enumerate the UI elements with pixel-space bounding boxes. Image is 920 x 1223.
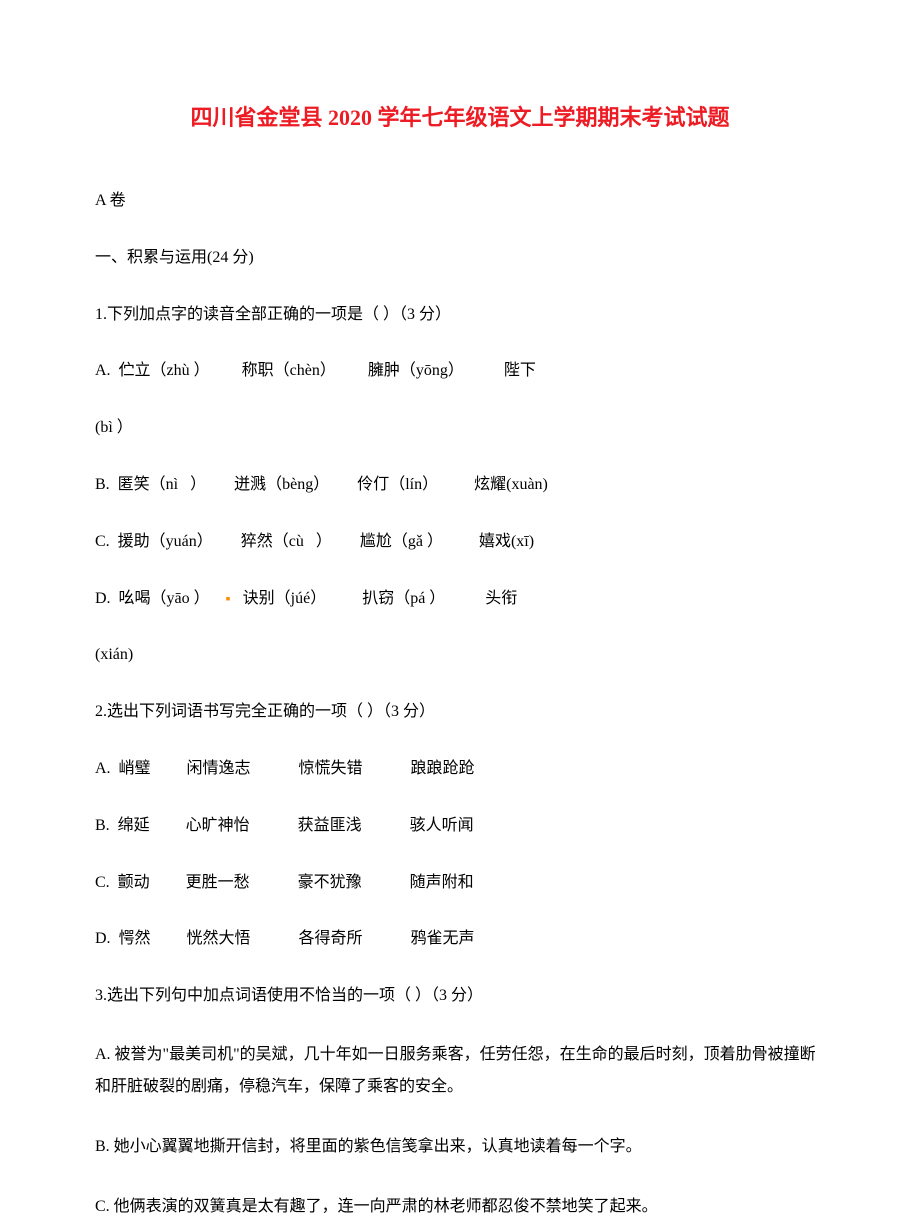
q2-option-d: D. 愕然 恍然大悟 各得奇所 鸦雀无声	[95, 925, 825, 954]
q1-option-c: C. 援助（yuán） 猝然（cù ） 尴尬（gǎ ） 嬉戏(xī)	[95, 528, 825, 557]
q1-option-d-line1: D. 吆喝（yāo ） ▪ 诀别（júé） 扒窃（pá ） 头衔	[95, 585, 825, 614]
q1-option-a-line2: (bì ）	[95, 414, 825, 443]
exam-title: 四川省金堂县 2020 学年七年级语文上学期期末考试试题	[95, 100, 825, 132]
question-1-stem: 1.下列加点字的读音全部正确的一项是（ ）（3 分）	[95, 301, 825, 330]
q1-option-b: B. 匿笑（nì ） 迸溅（bèng） 伶仃（lín） 炫耀(xuàn)	[95, 471, 825, 500]
q2-option-b: B. 绵延 心旷神怡 获益匪浅 骇人听闻	[95, 812, 825, 841]
q1-optd-post: 诀别（júé） 扒窃（pá ） 头衔	[231, 590, 518, 607]
q2-option-a: A. 峭璧 闲情逸志 惊慌失错 踉踉跄跄	[95, 755, 825, 784]
q1-option-d-line2: (xián)	[95, 641, 825, 670]
q2-option-c: C. 颤动 更胜一愁 豪不犹豫 随声附和	[95, 869, 825, 898]
q3-option-b: B. 她小心翼翼地撕开信封，将里面的紫色信笺拿出来，认真地读着每一个字。	[95, 1131, 825, 1163]
paper-section-label: A 卷	[95, 187, 825, 216]
q1-option-a-line1: A. 伫立（zhù ） 称职（chèn） 臃肿（yōng） 陛下	[95, 357, 825, 386]
q3-option-a: A. 被誉为"最美司机"的吴斌，几十年如一日服务乘客，任劳任怨，在生命的最后时刻…	[95, 1039, 825, 1103]
section-heading: 一、积累与运用(24 分)	[95, 244, 825, 273]
q1-optd-pre: D. 吆喝（yāo ）	[95, 590, 226, 607]
question-3-stem: 3.选出下列句中加点词语使用不恰当的一项（ ）（3 分）	[95, 982, 825, 1011]
question-2-stem: 2.选出下列词语书写完全正确的一项（ ）（3 分）	[95, 698, 825, 727]
q3-option-c: C. 他俩表演的双簧真是太有趣了，连一向严肃的林老师都忍俊不禁地笑了起来。	[95, 1191, 825, 1223]
